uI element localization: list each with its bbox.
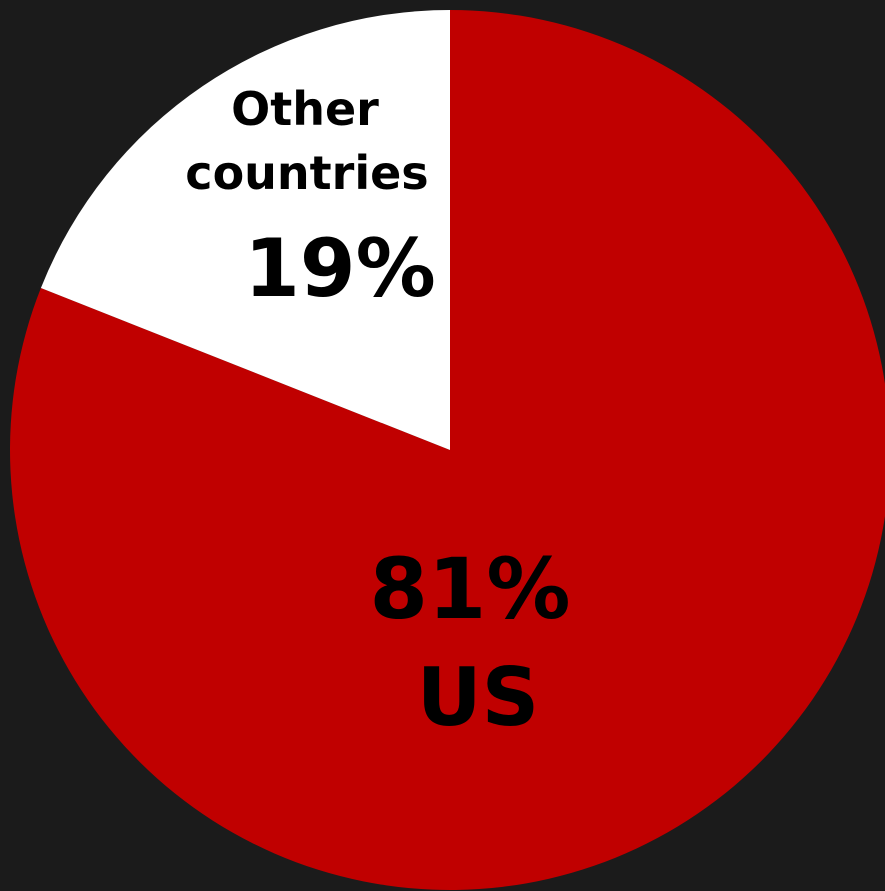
pie-slices (10, 10, 885, 890)
pie-slice-other-countries (40, 10, 450, 450)
slice-value-other: 19% (244, 222, 435, 315)
slice-label-us: US (417, 651, 540, 744)
slice-value-us: 81% (369, 540, 570, 638)
pie-slice-us (10, 10, 885, 890)
slice-label-other-line1: Other (231, 82, 379, 136)
slice-label-other-line2: countries (185, 146, 428, 200)
